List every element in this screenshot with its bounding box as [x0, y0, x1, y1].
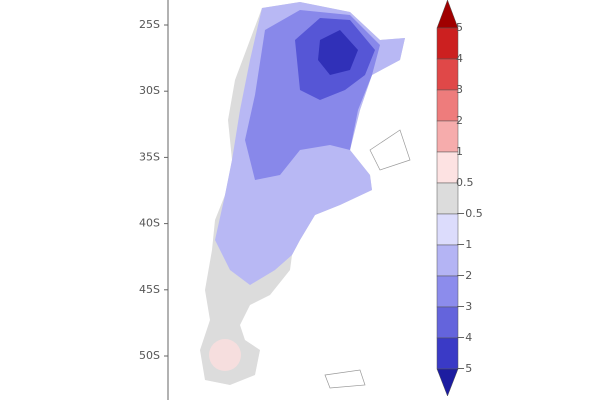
lat-label: 40S [139, 217, 160, 230]
lat-labels: 25S 30S 35S 40S 45S 50S [139, 18, 168, 362]
anomaly-5 [318, 30, 358, 75]
colorbar-label: 1 [456, 145, 463, 158]
colorbar-segment [436, 306, 459, 339]
colorbar-segment [436, 151, 459, 184]
lat-label: 50S [139, 349, 160, 362]
colorbar-segment [436, 182, 459, 215]
colorbar-label: −1 [456, 238, 472, 251]
lat-label: 25S [139, 18, 160, 31]
colorbar-segment [436, 89, 459, 122]
colorbar-label: −2 [456, 269, 472, 282]
colorbar-label: −3 [456, 300, 472, 313]
coastlines [324, 129, 411, 389]
lat-label: 30S [139, 84, 160, 97]
colorbar-label: −4 [456, 331, 472, 344]
colorbar-label: 4 [456, 52, 463, 65]
colorbar-segment [436, 244, 459, 277]
colorbar-label: 2 [456, 114, 463, 127]
colorbar-segment [436, 275, 459, 308]
colorbar-label: 0.5 [456, 176, 474, 189]
colorbar-segment [436, 337, 459, 370]
colorbar-label: −5 [456, 362, 472, 375]
lat-label: 35S [139, 150, 160, 163]
colorbar-label: 5 [456, 21, 463, 34]
warm-spot [209, 339, 241, 371]
colorbar-segment [436, 27, 459, 60]
colorbar-segment [436, 58, 459, 91]
colorbar-segment [436, 120, 459, 153]
colorbar-segment [436, 213, 459, 246]
lat-label: 45S [139, 283, 160, 296]
colorbar-label: 3 [456, 83, 463, 96]
colorbar-label: −0.5 [456, 207, 483, 220]
colorbar: 5 4 3 2 1 0.5 −0.5 −1 −2 −3 −4 −5 [436, 0, 483, 397]
colorbar-end [436, 368, 459, 397]
map-area [200, 2, 411, 389]
